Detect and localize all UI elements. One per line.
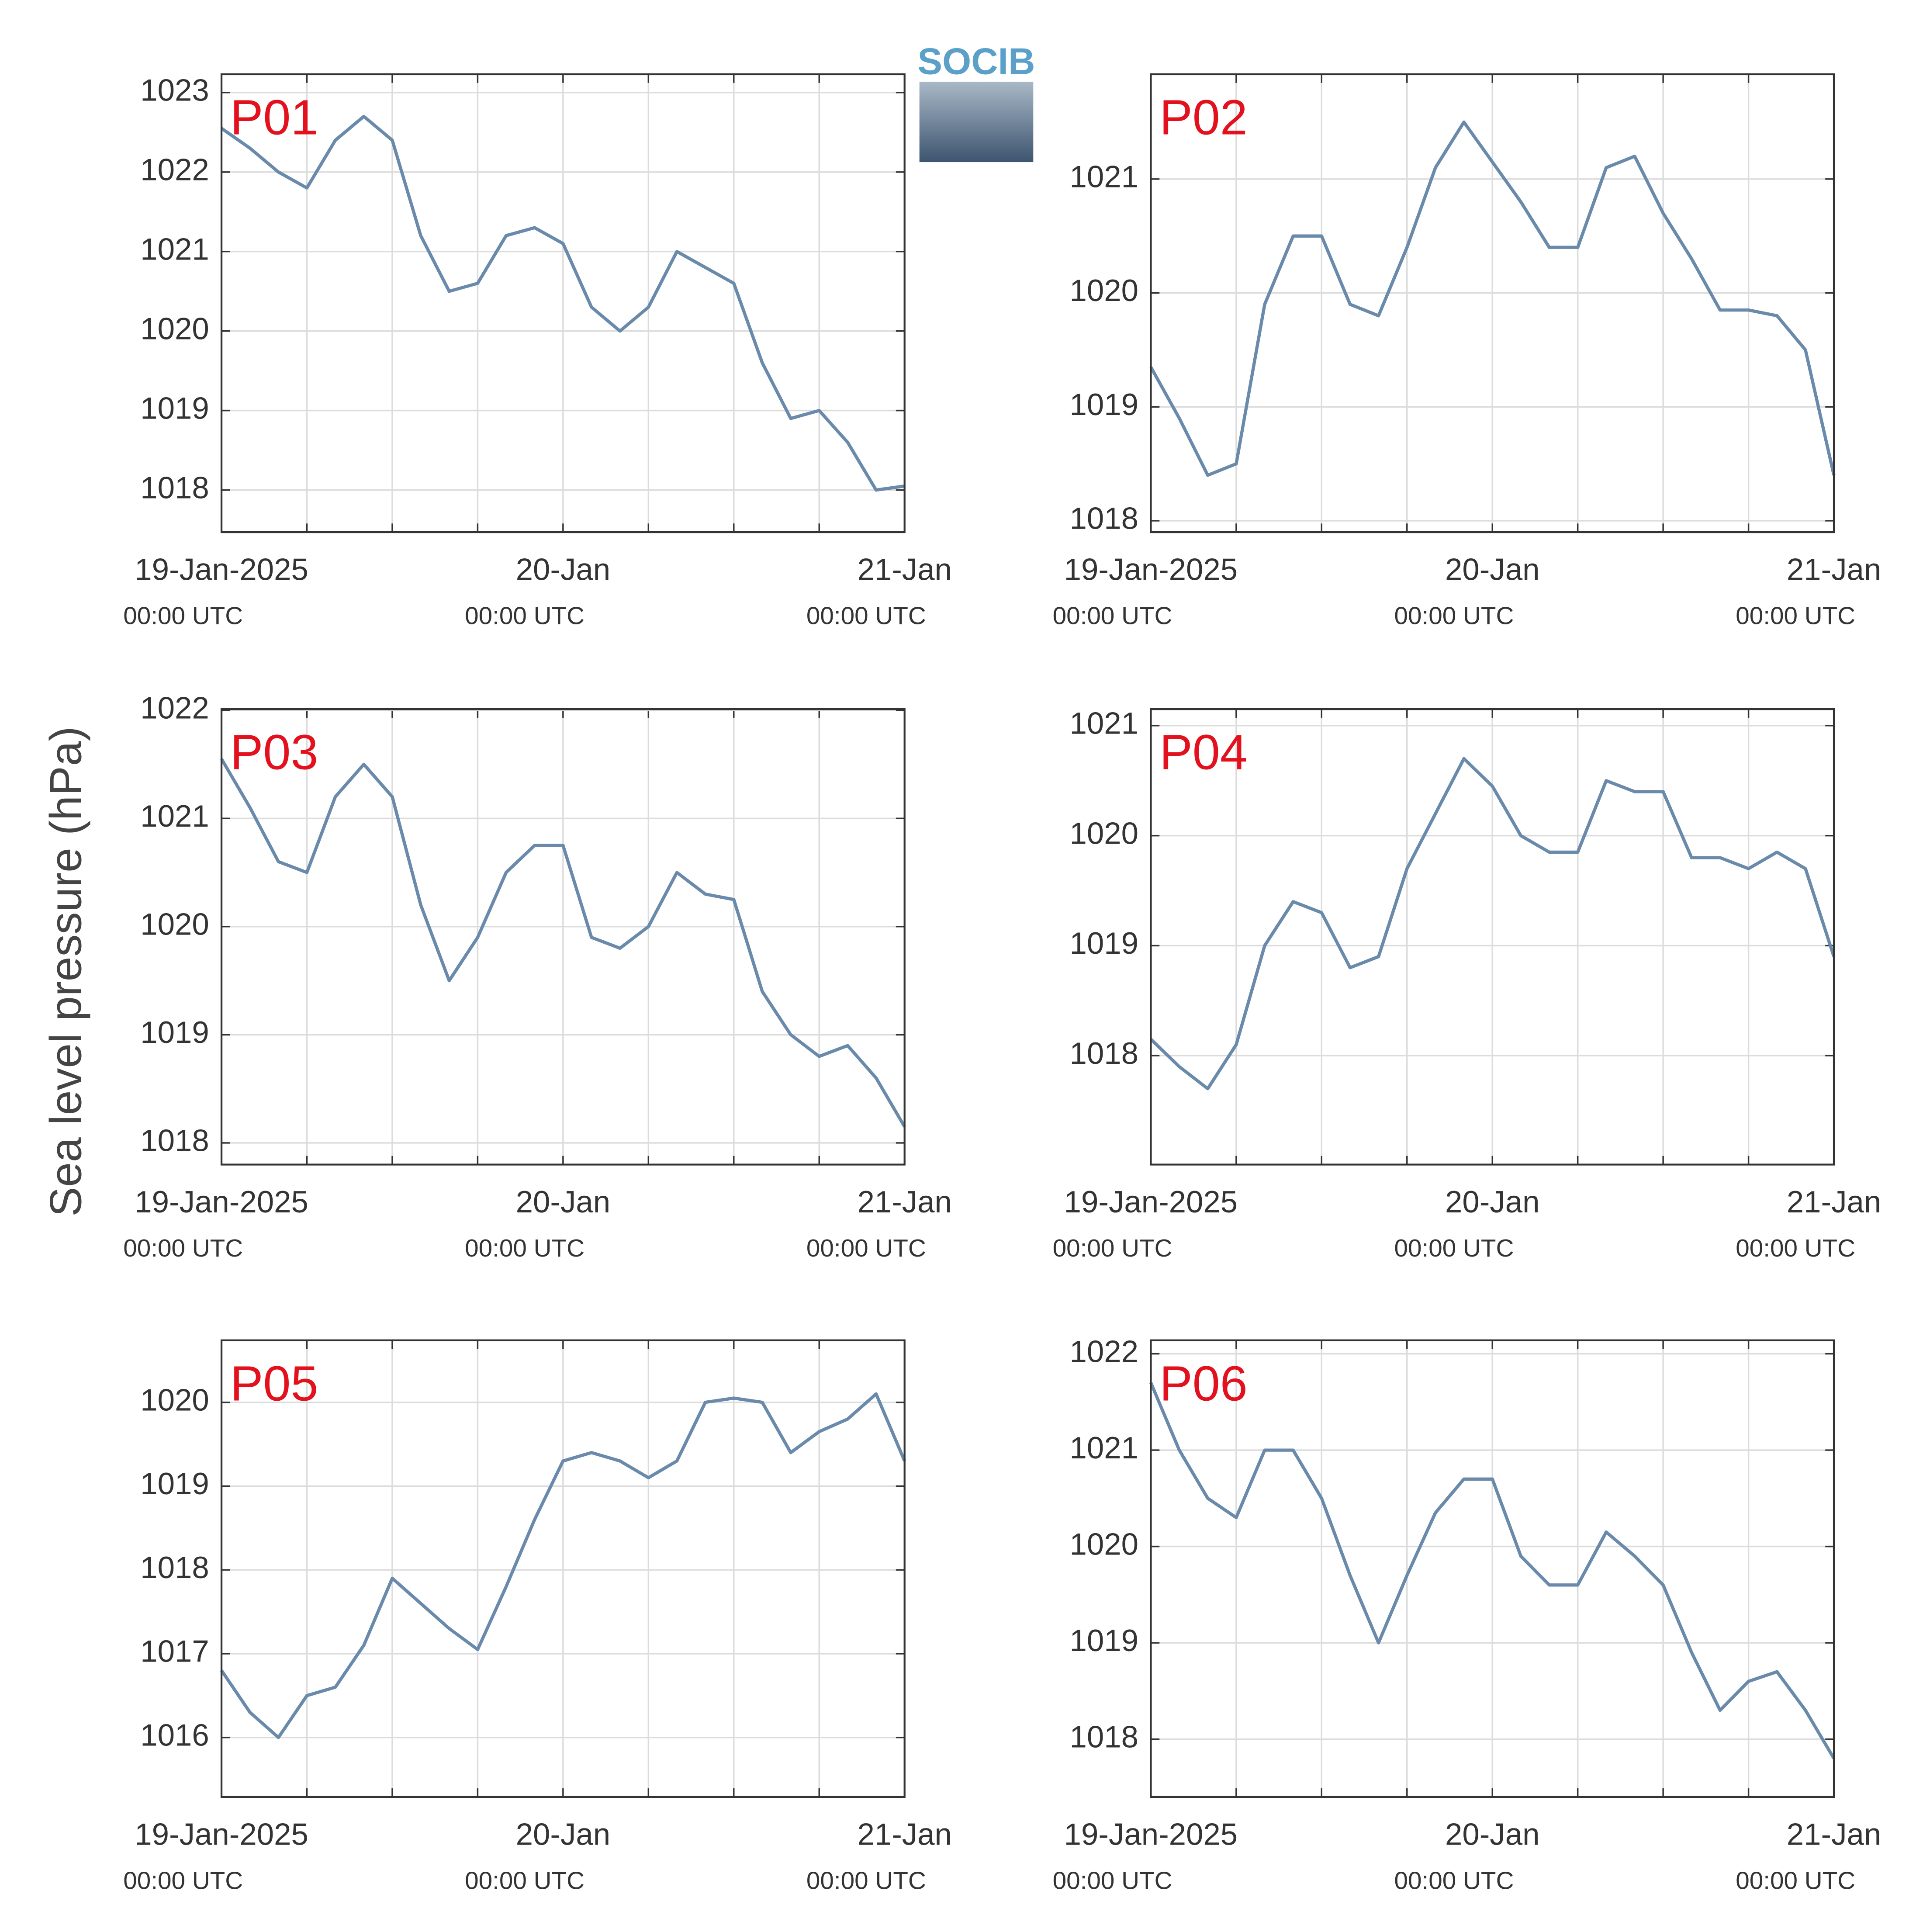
x-tick-sublabel: 00:00 UTC — [1394, 602, 1514, 630]
panel-title: P06 — [1159, 1356, 1248, 1411]
x-tick-label: 19-Jan-2025 — [135, 1185, 308, 1219]
panel: 19-Jan-2025 00:00 UTC 20-Jan 00:00 UTC 21-Ja… — [1053, 73, 1881, 630]
y-tick-label: 1019 — [140, 1467, 209, 1501]
axes-frame — [1150, 73, 1835, 533]
y-tick-label: 1019 — [1070, 926, 1139, 961]
x-tick-sublabel: 00:00 UTC — [465, 1235, 585, 1262]
x-tick-label: 19-Jan-2025 — [1064, 1185, 1238, 1219]
panel-title: P01 — [230, 90, 318, 145]
x-tick-label: 21-Jan — [857, 552, 951, 587]
data-line — [1149, 1382, 1836, 1759]
y-tick-label: 1023 — [140, 73, 209, 108]
x-tick-label: 19-Jan-2025 — [1064, 1817, 1238, 1852]
y-tick-label: 1019 — [140, 1015, 209, 1050]
y-tick-label: 1019 — [1070, 1624, 1139, 1658]
panel-title: P05 — [230, 1356, 318, 1411]
x-tick-sublabel: 00:00 UTC — [806, 1867, 926, 1894]
y-tick-label: 1021 — [140, 232, 209, 267]
y-tick-label: 1020 — [140, 1383, 209, 1417]
x-tick-label: 20-Jan — [516, 1817, 610, 1852]
x-tick-sublabel: 00:00 UTC — [1736, 602, 1855, 630]
x-tick-sublabel: 00:00 UTC — [1053, 602, 1172, 630]
data-line — [220, 1392, 906, 1739]
logo-image — [919, 81, 1034, 163]
y-tick-label: 1020 — [1070, 1527, 1139, 1562]
panel: 19-Jan-2025 00:00 UTC 20-Jan 00:00 UTC 21-Ja… — [123, 73, 952, 630]
y-tick-label: 1019 — [1070, 388, 1139, 422]
data-line — [220, 758, 906, 1128]
x-tick-label: 21-Jan — [1787, 1185, 1881, 1219]
y-tick-label: 1018 — [1070, 1036, 1139, 1071]
y-tick-label: 1020 — [140, 907, 209, 942]
x-tick-sublabel: 00:00 UTC — [806, 1235, 926, 1262]
y-tick-label: 1018 — [1070, 1720, 1139, 1754]
y-tick-label: 1016 — [140, 1718, 209, 1752]
x-tick-sublabel: 00:00 UTC — [1394, 1235, 1514, 1262]
y-tick-label: 1021 — [1070, 160, 1139, 194]
y-tick-label: 1018 — [140, 1124, 209, 1158]
x-tick-label: 21-Jan — [1787, 1817, 1881, 1852]
x-tick-label: 20-Jan — [516, 1185, 610, 1219]
y-tick-label: 1019 — [140, 391, 209, 426]
logo: SOCIB — [917, 41, 1035, 163]
x-tick-label: 19-Jan-2025 — [135, 1817, 308, 1852]
logo-text: SOCIB — [917, 41, 1035, 83]
axes-frame — [220, 73, 906, 533]
x-tick-sublabel: 00:00 UTC — [1736, 1867, 1855, 1894]
x-tick-label: 21-Jan — [1787, 552, 1881, 587]
y-tick-label: 1021 — [140, 799, 209, 834]
axes-frame — [1150, 708, 1835, 1166]
y-tick-label: 1020 — [1070, 274, 1139, 308]
panel-title: P04 — [1159, 725, 1248, 780]
data-line — [1149, 757, 1836, 1091]
y-tick-label: 1020 — [1070, 816, 1139, 851]
x-tick-label: 20-Jan — [1445, 1185, 1539, 1219]
data-line — [1149, 120, 1836, 477]
x-tick-sublabel: 00:00 UTC — [1736, 1235, 1855, 1262]
y-tick-label: 1018 — [140, 471, 209, 505]
panel: 19-Jan-2025 00:00 UTC 20-Jan 00:00 UTC 21-Ja… — [123, 1339, 952, 1894]
x-tick-label: 21-Jan — [857, 1817, 951, 1852]
y-tick-label: 1021 — [1070, 706, 1139, 741]
x-tick-sublabel: 00:00 UTC — [123, 1867, 243, 1894]
y-tick-label: 1022 — [140, 691, 209, 725]
axes-frame — [1150, 1339, 1835, 1798]
x-tick-label: 21-Jan — [857, 1185, 951, 1219]
y-tick-label: 1018 — [1070, 502, 1139, 536]
panel: 19-Jan-2025 00:00 UTC 20-Jan 00:00 UTC 21-Ja… — [123, 691, 952, 1262]
axes-frame — [220, 1339, 906, 1798]
x-tick-sublabel: 00:00 UTC — [1053, 1235, 1172, 1262]
y-tick-label: 1017 — [140, 1634, 209, 1669]
x-tick-sublabel: 00:00 UTC — [806, 602, 926, 630]
y-tick-label: 1018 — [140, 1551, 209, 1585]
x-tick-sublabel: 00:00 UTC — [1394, 1867, 1514, 1894]
panel-title: P02 — [1159, 90, 1248, 145]
axes-frame — [220, 708, 906, 1166]
x-tick-sublabel: 00:00 UTC — [123, 1235, 243, 1262]
x-tick-sublabel: 00:00 UTC — [123, 602, 243, 630]
y-axis-label: Sea level pressure (hPa) — [41, 727, 91, 1217]
data-line — [220, 114, 905, 492]
x-tick-label: 20-Jan — [1445, 1817, 1539, 1852]
x-tick-label: 20-Jan — [1445, 552, 1539, 587]
y-tick-label: 1022 — [140, 152, 209, 187]
panel: 19-Jan-2025 00:00 UTC 20-Jan 00:00 UTC 21-Ja… — [1053, 1334, 1881, 1894]
x-tick-sublabel: 00:00 UTC — [1053, 1867, 1172, 1894]
y-tick-label: 1021 — [1070, 1431, 1139, 1465]
x-tick-label: 19-Jan-2025 — [1064, 552, 1238, 587]
x-tick-sublabel: 00:00 UTC — [465, 602, 585, 630]
y-tick-label: 1020 — [140, 312, 209, 346]
panel: 19-Jan-2025 00:00 UTC 20-Jan 00:00 UTC 21-Ja… — [1053, 706, 1881, 1262]
panel-title: P03 — [230, 725, 318, 780]
x-tick-sublabel: 00:00 UTC — [465, 1867, 585, 1894]
y-tick-label: 1022 — [1070, 1334, 1139, 1369]
x-tick-label: 19-Jan-2025 — [135, 552, 308, 587]
x-tick-label: 20-Jan — [516, 552, 610, 587]
